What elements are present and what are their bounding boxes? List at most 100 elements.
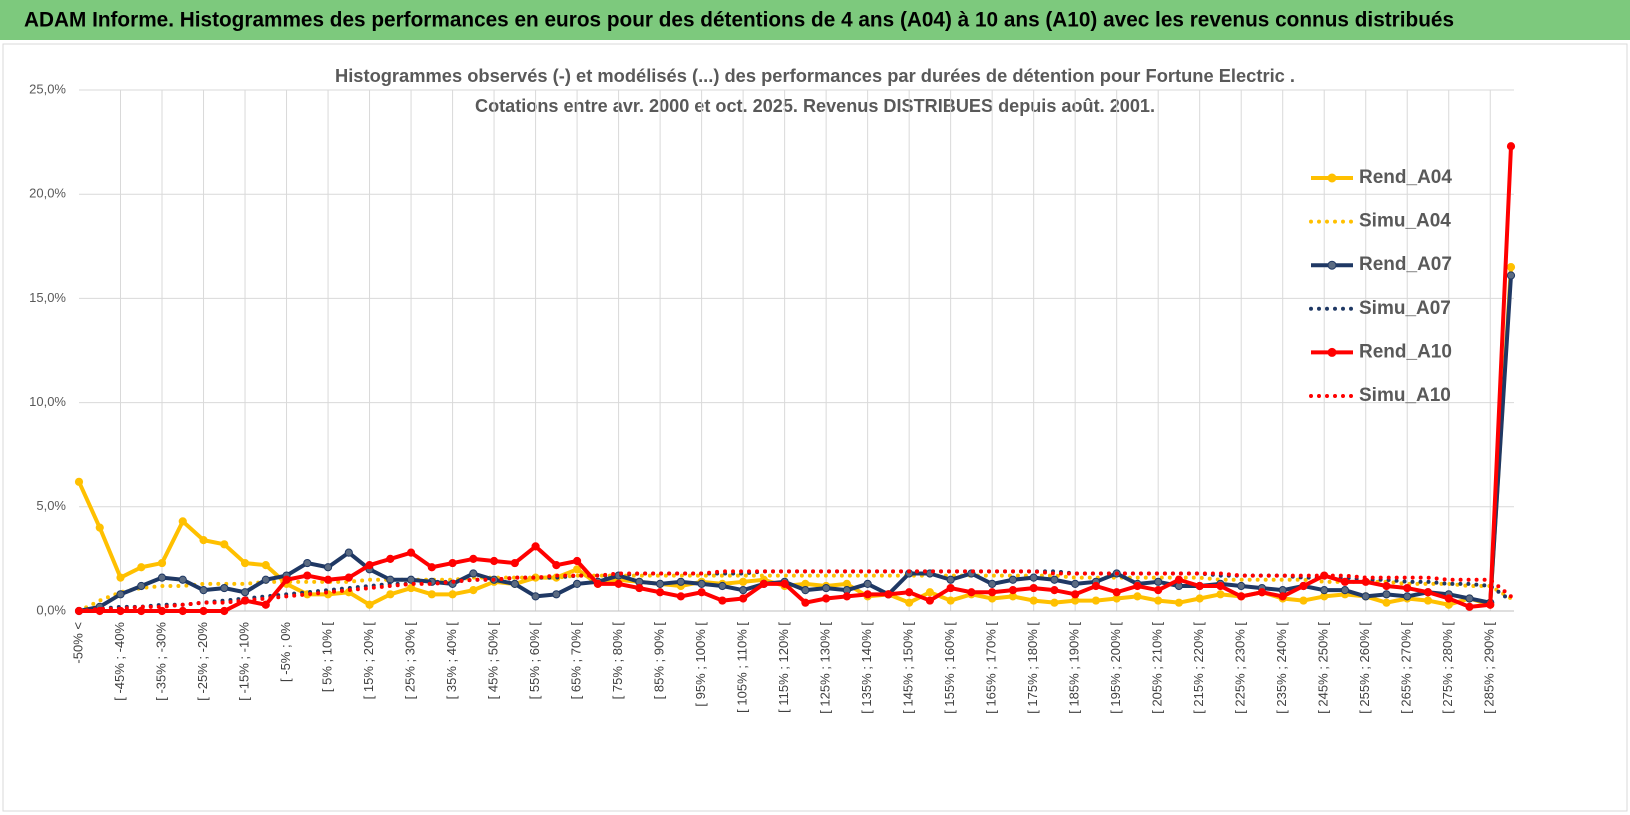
chart-border: [2, 43, 1628, 812]
legend-marker: [1327, 347, 1337, 357]
data-point: [74, 477, 84, 486]
data-point: [1361, 577, 1370, 586]
data-point: [1506, 263, 1516, 272]
data-point: [510, 558, 519, 568]
data-point: [759, 579, 768, 589]
data-point: [552, 590, 561, 599]
data-point: [988, 579, 997, 589]
data-point: [1320, 586, 1329, 595]
data-point: [1299, 596, 1308, 605]
data-point: [282, 575, 291, 584]
data-point: [1091, 596, 1101, 605]
data-point: [1071, 590, 1080, 599]
data-point: [635, 583, 644, 593]
data-point: [1154, 596, 1163, 605]
data-point: [1403, 583, 1412, 593]
data-point: [137, 581, 146, 591]
data-point: [1257, 588, 1267, 597]
data-point: [1029, 573, 1038, 582]
x-tick-label: [ 25% ; 30% [: [402, 622, 417, 700]
data-point: [427, 590, 436, 599]
data-point: [1216, 590, 1225, 599]
data-point: [406, 575, 416, 584]
data-point: [1050, 575, 1059, 584]
data-point: [822, 594, 831, 603]
x-tick-label: [ -25% ; -20%: [195, 622, 210, 701]
data-point: [448, 590, 457, 599]
data-point: [552, 561, 561, 570]
series-line: [77, 573, 1513, 613]
data-point: [1278, 592, 1287, 601]
data-point: [572, 579, 582, 589]
data-point: [344, 548, 353, 557]
data-point: [178, 575, 187, 584]
data-point: [801, 586, 810, 595]
x-tick-label: [ 235% ; 240% [: [1274, 622, 1289, 714]
x-tick-label: [ 255% ; 260% [: [1357, 622, 1372, 714]
data-point: [199, 536, 208, 545]
data-point: [739, 594, 748, 603]
data-point: [718, 596, 727, 605]
y-tick-label: 20,0%: [29, 186, 66, 201]
data-point: [801, 598, 810, 607]
data-point: [863, 590, 872, 599]
x-tick-label: [ 5% ; 10% [: [319, 622, 334, 692]
data-point: [137, 563, 146, 572]
data-point: [1195, 594, 1204, 603]
x-tick-label: [ 215% ; 220% [: [1191, 622, 1206, 714]
data-point: [178, 606, 187, 616]
x-tick-label: [ 55% ; 60% [: [527, 622, 542, 700]
x-tick-label: [ -45% ; -40%: [112, 622, 127, 701]
data-point: [510, 579, 519, 589]
legend-label: Simu_A04: [1359, 211, 1451, 232]
x-tick-label: [ 65% ; 70% [: [569, 622, 584, 700]
data-point: [988, 588, 997, 597]
legend-marker: [1327, 260, 1337, 270]
data-point: [531, 542, 540, 551]
data-point: [1112, 588, 1121, 597]
data-point: [925, 588, 934, 597]
data-point: [1154, 577, 1163, 586]
legend-label: Rend_A04: [1359, 167, 1452, 188]
x-tick-label: [ -15% ; -10%: [236, 622, 251, 701]
data-point: [1382, 598, 1391, 607]
x-tick-label: -50% <: [70, 622, 85, 664]
data-point: [946, 583, 955, 593]
x-tick-label: [ 185% ; 190% [: [1067, 622, 1082, 714]
data-point: [157, 573, 167, 582]
data-point: [593, 579, 602, 589]
data-point: [1423, 588, 1433, 597]
data-point: [1340, 586, 1350, 595]
data-point: [323, 575, 333, 584]
data-point: [656, 588, 665, 597]
data-point: [240, 588, 250, 597]
data-point: [1050, 586, 1059, 595]
x-tick-label: [ 85% ; 90% [: [652, 622, 667, 700]
data-point: [157, 606, 167, 616]
data-point: [448, 558, 457, 568]
y-tick-label: 0,0%: [36, 602, 66, 617]
x-tick-label: [ 125% ; 130% [: [818, 622, 833, 714]
data-point: [469, 569, 478, 578]
data-point: [1444, 594, 1453, 603]
data-point: [365, 561, 374, 570]
data-point: [739, 586, 748, 595]
data-point: [344, 573, 353, 582]
data-point: [656, 579, 665, 589]
data-point: [386, 554, 395, 564]
y-tick-label: 15,0%: [29, 290, 66, 305]
legend-label: Simu_A10: [1359, 385, 1451, 406]
data-point: [718, 581, 727, 591]
x-tick-label: [ 175% ; 180% [: [1025, 622, 1040, 714]
x-tick-label: [ 145% ; 150% [: [901, 622, 916, 714]
data-point: [572, 565, 582, 574]
data-point: [406, 583, 416, 593]
data-point: [95, 523, 104, 532]
data-point: [1465, 602, 1474, 611]
data-point: [1237, 592, 1246, 601]
x-tick-label: [ -35% ; -30%: [153, 622, 168, 701]
data-point: [1299, 581, 1308, 591]
series-line: [77, 569, 1513, 613]
x-tick-label: [ 15% ; 20% [: [361, 622, 376, 700]
data-point: [884, 590, 893, 599]
